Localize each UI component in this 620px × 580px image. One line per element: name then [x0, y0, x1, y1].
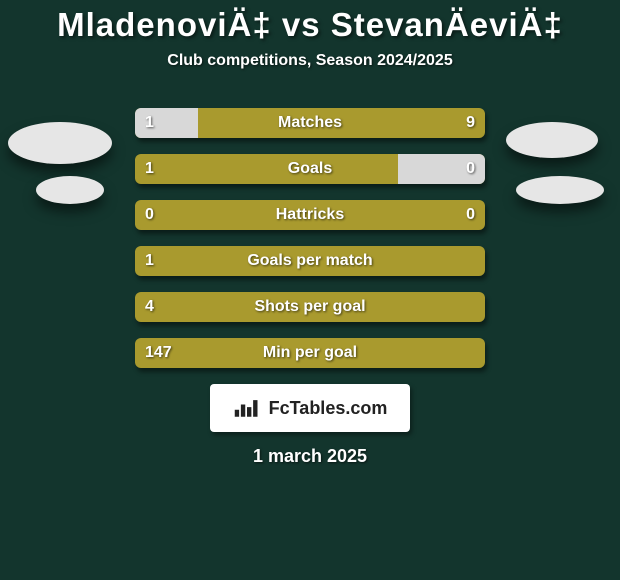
branding-text: FcTables.com	[269, 398, 388, 419]
stat-rows: 19Matches 10Goals 00Hattricks 1Goals per ma…	[135, 108, 485, 368]
player-right-avatar-2	[516, 176, 604, 204]
stat-row: 19Matches	[135, 108, 485, 138]
stat-label: Hattricks	[135, 200, 485, 230]
date-stamp: 1 march 2025	[0, 446, 620, 467]
page-title: MladenoviÄ‡ vs StevanÄeviÄ‡	[0, 0, 620, 44]
stat-label: Goals	[135, 154, 485, 184]
stat-label: Goals per match	[135, 246, 485, 276]
stat-row: 10Goals	[135, 154, 485, 184]
subtitle: Club competitions, Season 2024/2025	[0, 52, 620, 70]
stat-row: 1Goals per match	[135, 246, 485, 276]
player-right-avatar	[506, 122, 598, 158]
player-left-avatar-2	[36, 176, 104, 204]
stat-label: Matches	[135, 108, 485, 138]
stat-row: 00Hattricks	[135, 200, 485, 230]
stat-label: Shots per goal	[135, 292, 485, 322]
stat-row: 147Min per goal	[135, 338, 485, 368]
bars-icon	[233, 396, 261, 420]
comparison-area: 19Matches 10Goals 00Hattricks 1Goals per ma…	[0, 108, 620, 467]
stat-row: 4Shots per goal	[135, 292, 485, 322]
stat-label: Min per goal	[135, 338, 485, 368]
player-left-avatar	[8, 122, 112, 164]
branding-badge: FcTables.com	[210, 384, 410, 432]
